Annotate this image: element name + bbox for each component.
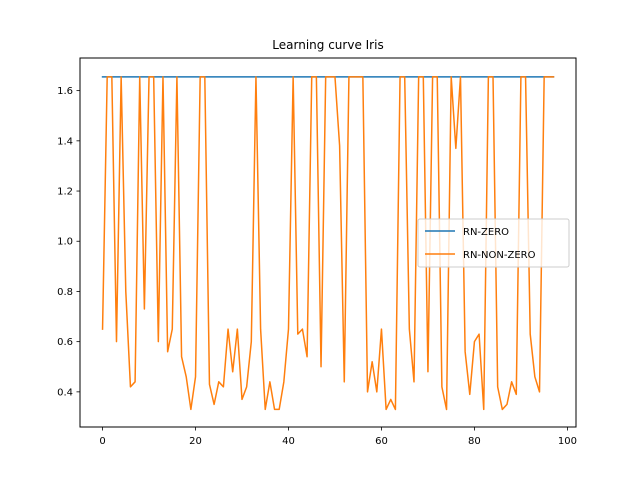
series-line-rn-non-zero <box>101 76 555 411</box>
y-tick-label: 0.4 <box>57 387 73 398</box>
y-tick-label: 1.0 <box>57 237 73 248</box>
y-tick-label: 1.2 <box>57 187 73 198</box>
x-tick-label: 0 <box>99 436 105 447</box>
plot-frame <box>79 57 577 428</box>
y-tick-label: 1.6 <box>57 86 73 97</box>
x-tick-label: 100 <box>558 436 577 447</box>
chart-title: Learning curve Iris <box>272 38 383 52</box>
y-tick-label: 0.6 <box>57 337 73 348</box>
x-tick-label: 20 <box>189 436 202 447</box>
x-tick-label: 60 <box>375 436 388 447</box>
plot-lines <box>101 76 555 411</box>
legend: RN-ZERO RN-NON-ZERO <box>417 218 570 268</box>
x-tick-label: 40 <box>282 436 295 447</box>
y-tick-label: 0.8 <box>57 287 73 298</box>
x-tick-label: 80 <box>468 436 481 447</box>
legend-box <box>417 218 570 268</box>
x-axis: 0 20 40 60 80 100 <box>99 427 577 447</box>
legend-label-rn-non-zero: RN-NON-ZERO <box>463 250 536 261</box>
y-tick-label: 1.4 <box>57 136 73 147</box>
legend-label-rn-zero: RN-ZERO <box>463 227 509 238</box>
y-axis: 0.4 0.6 0.8 1.0 1.2 1.4 1.6 <box>57 86 80 398</box>
